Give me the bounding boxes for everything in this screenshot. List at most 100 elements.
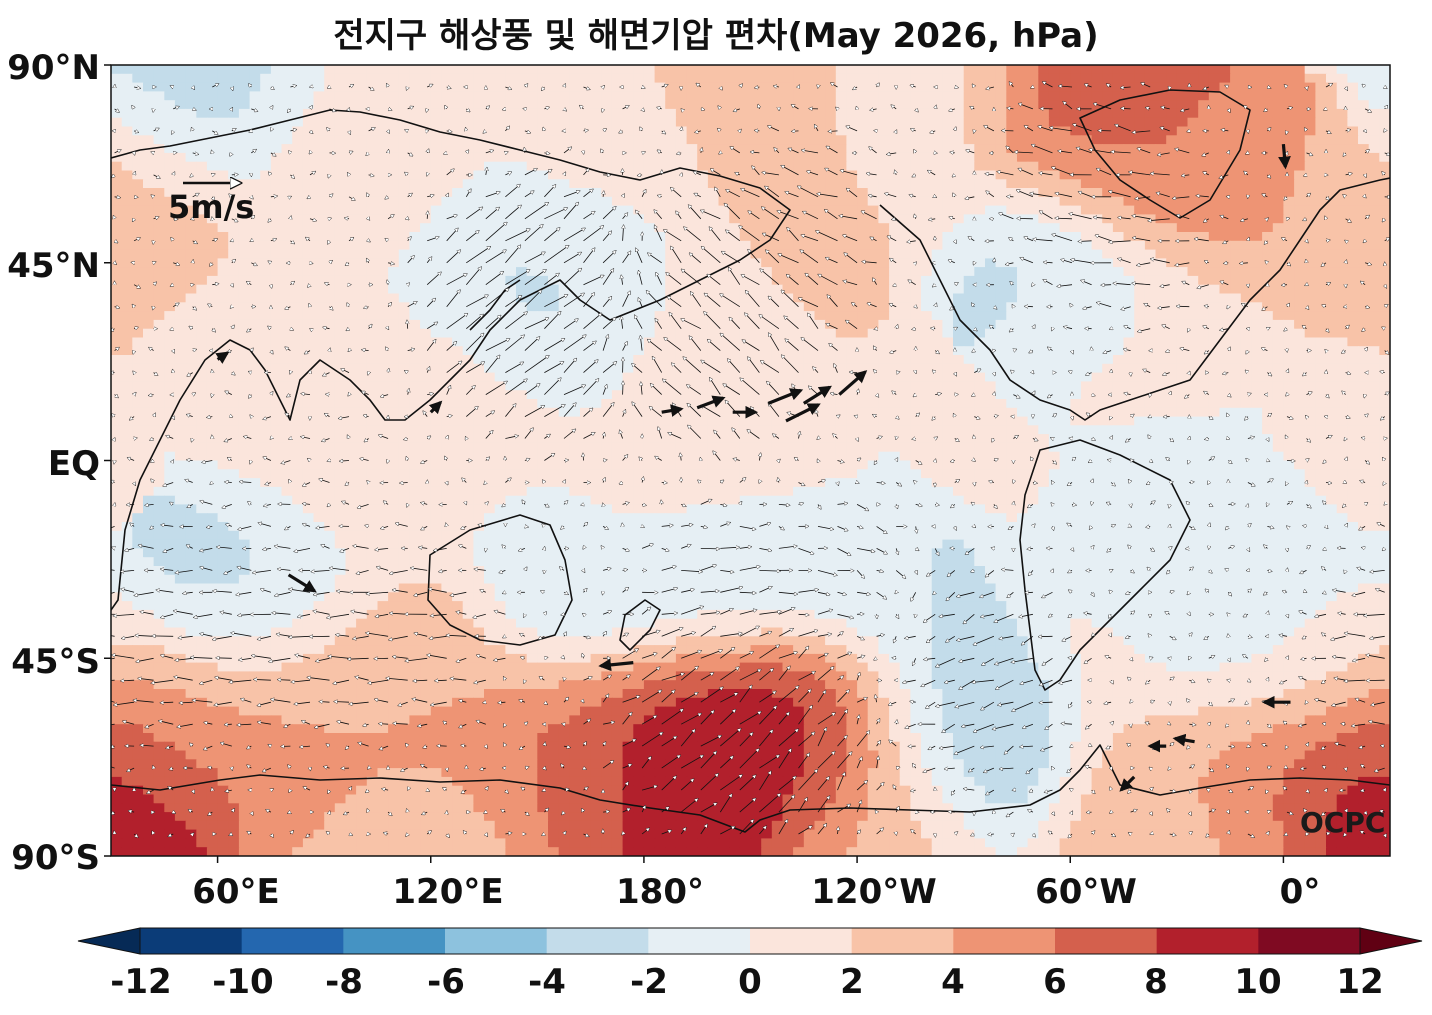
anomaly-cell xyxy=(526,346,538,356)
anomaly-cell xyxy=(590,214,602,224)
anomaly-cell xyxy=(803,346,816,356)
anomaly-cell xyxy=(814,73,826,84)
anomaly-cell xyxy=(910,267,922,277)
anomaly-cell xyxy=(206,267,219,277)
anomaly-cell xyxy=(974,337,986,347)
anomaly-cell xyxy=(665,372,677,382)
anomaly-cell xyxy=(686,144,698,154)
anomaly-cell xyxy=(985,152,997,163)
anomaly-cell xyxy=(1176,65,1189,75)
anomaly-cell xyxy=(1048,311,1061,321)
anomaly-cell xyxy=(473,416,485,426)
anomaly-cell xyxy=(302,302,315,312)
anomaly-cell xyxy=(238,135,251,145)
anomaly-cell xyxy=(473,232,485,242)
anomaly-cell xyxy=(739,223,752,233)
anomaly-cell xyxy=(899,390,911,400)
anomaly-cell xyxy=(665,126,677,136)
anomaly-cell xyxy=(590,170,602,180)
anomaly-cell xyxy=(1336,249,1348,259)
anomaly-cell xyxy=(1240,355,1253,365)
anomaly-cell xyxy=(889,152,901,163)
anomaly-cell xyxy=(334,161,347,172)
anomaly-cell xyxy=(281,170,293,180)
anomaly-cell xyxy=(409,205,421,215)
anomaly-cell xyxy=(270,346,283,356)
anomaly-cell xyxy=(249,355,261,365)
anomaly-cell xyxy=(462,363,474,374)
anomaly-cell xyxy=(654,275,666,286)
anomaly-cell xyxy=(1294,232,1306,242)
anomaly-cell xyxy=(889,363,901,374)
anomaly-cell xyxy=(835,214,848,224)
anomaly-cell xyxy=(867,399,879,409)
anomaly-cell xyxy=(814,240,826,251)
anomaly-cell xyxy=(494,240,506,251)
anomaly-cell xyxy=(643,73,656,84)
anomaly-cell xyxy=(1251,232,1263,242)
anomaly-cell xyxy=(569,223,581,233)
anomaly-cell xyxy=(995,258,1007,268)
anomaly-cell xyxy=(1123,152,1135,163)
anomaly-cell xyxy=(452,196,464,207)
anomaly-cell xyxy=(835,196,848,207)
anomaly-cell xyxy=(1358,267,1370,277)
anomaly-cell xyxy=(707,372,720,382)
anomaly-cell xyxy=(164,161,176,172)
anomaly-cell xyxy=(643,284,656,295)
anomaly-cell xyxy=(292,416,304,426)
anomaly-cell xyxy=(217,100,229,110)
anomaly-cell xyxy=(782,135,794,145)
anomaly-cell xyxy=(1048,399,1061,409)
anomaly-cell xyxy=(707,205,720,215)
anomaly-cell xyxy=(974,232,986,242)
anomaly-cell xyxy=(292,100,304,110)
anomaly-cell xyxy=(1230,275,1242,286)
anomaly-cell xyxy=(1144,275,1157,286)
anomaly-cell xyxy=(1230,346,1242,356)
anomaly-cell xyxy=(196,258,208,268)
anomaly-cell xyxy=(1027,346,1039,356)
anomaly-cell xyxy=(739,267,752,277)
anomaly-cell xyxy=(420,232,432,242)
anomaly-cell xyxy=(569,205,581,215)
anomaly-cell xyxy=(622,232,634,242)
anomaly-cell xyxy=(1240,223,1253,233)
anomaly-cell xyxy=(366,161,379,172)
anomaly-cell xyxy=(878,328,890,339)
anomaly-cell xyxy=(974,223,986,233)
anomaly-cell xyxy=(995,372,1007,382)
anomaly-cell xyxy=(1283,399,1295,409)
anomaly-cell xyxy=(1240,284,1253,295)
anomaly-cell xyxy=(1080,223,1093,233)
anomaly-cell xyxy=(516,407,528,418)
anomaly-cell xyxy=(1272,232,1285,242)
anomaly-cell xyxy=(1091,196,1103,207)
anomaly-cell xyxy=(1272,179,1285,189)
anomaly-cell xyxy=(750,372,762,382)
anomaly-cell xyxy=(537,117,549,128)
anomaly-cell xyxy=(761,73,773,84)
anomaly-cell xyxy=(1368,267,1380,277)
anomaly-cell xyxy=(739,416,752,426)
anomaly-cell xyxy=(1017,144,1029,154)
anomaly-cell xyxy=(1272,355,1285,365)
anomaly-cell xyxy=(462,214,474,224)
anomaly-cell xyxy=(803,381,816,391)
anomaly-cell xyxy=(462,416,474,426)
anomaly-cell xyxy=(430,302,443,312)
anomaly-cell xyxy=(889,108,901,119)
anomaly-cell xyxy=(281,144,293,154)
anomaly-cell xyxy=(931,179,943,189)
anomaly-cell xyxy=(1368,214,1380,224)
anomaly-cell xyxy=(238,328,251,339)
anomaly-cell xyxy=(867,82,879,92)
anomaly-cell xyxy=(1017,179,1029,189)
anomaly-cell xyxy=(1262,311,1274,321)
anomaly-cell xyxy=(771,302,784,312)
anomaly-cell xyxy=(580,258,592,268)
anomaly-cell xyxy=(270,65,283,75)
anomaly-cell xyxy=(857,135,869,145)
anomaly-cell xyxy=(931,126,943,136)
anomaly-cell xyxy=(313,91,325,101)
